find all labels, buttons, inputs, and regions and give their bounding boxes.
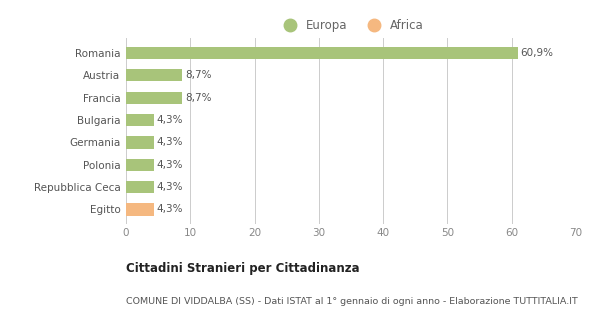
Text: 8,7%: 8,7% [185, 93, 212, 103]
Bar [126, 92, 182, 104]
Text: 4,3%: 4,3% [157, 160, 184, 170]
Text: 4,3%: 4,3% [157, 115, 184, 125]
Bar [126, 159, 154, 171]
Text: 4,3%: 4,3% [157, 204, 184, 214]
Text: 4,3%: 4,3% [157, 182, 184, 192]
Text: 4,3%: 4,3% [157, 137, 184, 148]
Text: COMUNE DI VIDDALBA (SS) - Dati ISTAT al 1° gennaio di ogni anno - Elaborazione T: COMUNE DI VIDDALBA (SS) - Dati ISTAT al … [126, 297, 578, 306]
Bar [126, 136, 154, 148]
Bar [126, 47, 517, 59]
Legend: Europa, Africa: Europa, Africa [273, 15, 429, 37]
Text: 8,7%: 8,7% [185, 70, 212, 80]
Bar [126, 181, 154, 193]
Bar [126, 69, 182, 82]
Bar [126, 114, 154, 126]
Bar [126, 203, 154, 216]
Text: 60,9%: 60,9% [521, 48, 554, 58]
Text: Cittadini Stranieri per Cittadinanza: Cittadini Stranieri per Cittadinanza [126, 262, 359, 275]
